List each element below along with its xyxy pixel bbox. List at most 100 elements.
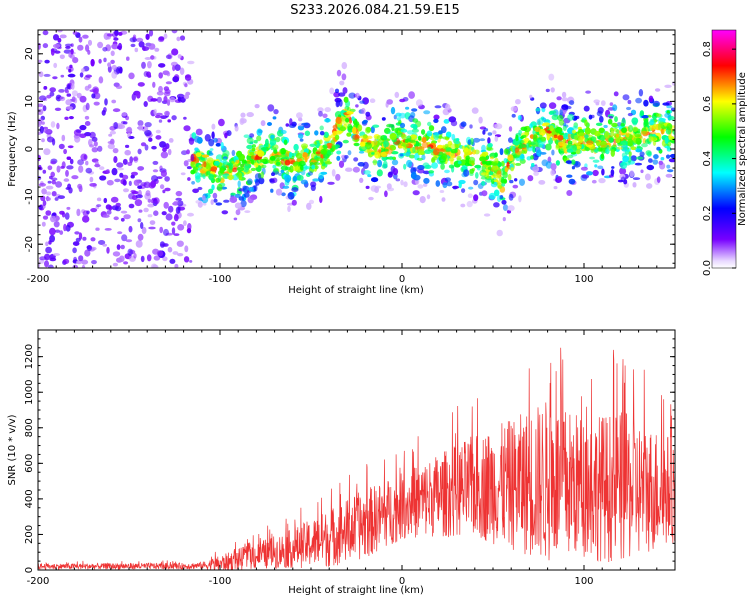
spectrogram-cell: [341, 62, 348, 70]
spectrogram-cell: [622, 94, 630, 101]
spectrogram-cell: [65, 43, 73, 47]
spectrogram-cell: [201, 154, 210, 158]
spectrogram-cell: [115, 205, 122, 212]
spectrogram-cell: [175, 190, 183, 197]
spectrogram-cell: [112, 108, 121, 113]
spectrogram-cell: [581, 174, 590, 179]
spectrogram-cell: [333, 91, 341, 98]
spectrogram-cell: [317, 107, 324, 113]
spectrogram-cell: [620, 161, 628, 169]
spectrogram-cell: [320, 171, 328, 175]
spectrogram-cell: [38, 95, 47, 101]
y-tick-label: 20: [24, 47, 35, 60]
spectrogram-cell: [491, 178, 495, 184]
spectrogram-cell: [548, 102, 557, 109]
spectrogram-cell: [390, 151, 399, 155]
spectrogram-cell: [173, 213, 179, 222]
spectrogram-cell: [87, 49, 91, 55]
spectrogram-cell: [406, 159, 413, 168]
spectrogram-cell: [559, 109, 563, 116]
spectrogram-cell: [391, 159, 399, 166]
spectrogram-cell: [469, 124, 473, 129]
spectrogram-cell: [656, 146, 661, 151]
spectrogram-cell: [288, 151, 293, 158]
spectrogram-cell: [84, 115, 90, 120]
spectrogram-cell: [608, 115, 614, 119]
spectrogram-cell: [156, 91, 164, 96]
spectrogram-cell: [122, 158, 128, 165]
spectrogram-cell: [284, 174, 292, 183]
spectrogram-cell: [460, 121, 467, 127]
spectrogram-cell: [192, 188, 200, 194]
spectrogram-cell: [639, 110, 645, 117]
spectrogram-cell: [145, 190, 151, 197]
spectrogram-cell: [56, 122, 60, 130]
spectrogram-cell: [144, 144, 149, 151]
spectrogram-cell: [177, 96, 182, 102]
spectrogram-cell: [640, 169, 644, 174]
spectrogram-cell: [298, 133, 304, 139]
spectrogram-cell: [150, 98, 158, 102]
spectrogram-cell: [236, 166, 244, 172]
spectrogram-cell: [172, 251, 179, 255]
spectrogram-cell: [632, 182, 637, 188]
spectrogram-cell: [292, 161, 298, 167]
spectrogram-cell: [365, 111, 371, 117]
spectrogram-cell: [63, 148, 67, 155]
spectrogram-cell: [504, 148, 509, 155]
spectrogram-cell: [355, 104, 359, 108]
spectrogram-cell: [395, 112, 402, 117]
spectrogram-cell: [600, 100, 606, 106]
spectrogram-cell: [248, 186, 254, 192]
spectrogram-cell: [165, 54, 172, 59]
spectrogram-cell: [133, 253, 137, 259]
spectrogram-cell: [116, 244, 121, 250]
spectrogram-cell: [359, 100, 365, 104]
spectrogram-cell: [260, 171, 264, 179]
spectrogram-cell: [91, 147, 99, 153]
spectrogram-cell: [203, 161, 207, 168]
spectrogram-cell: [221, 176, 225, 180]
spectrogram-cell: [515, 162, 522, 166]
spectrogram-cell: [595, 122, 603, 127]
spectrogram-cell: [123, 188, 129, 193]
spectrogram-cell: [85, 167, 93, 174]
spectrogram-cell: [662, 102, 670, 106]
spectrogram-cell: [272, 144, 279, 151]
spectrogram-cell: [95, 227, 100, 231]
spectrogram-cell: [47, 197, 51, 201]
spectrogram-cell: [347, 150, 352, 156]
spectrogram-cell: [257, 129, 263, 134]
spectrogram-cell: [443, 119, 450, 124]
spectrogram-cell: [77, 183, 83, 189]
spectrogram-cell: [152, 81, 156, 88]
spectrogram-cell: [566, 174, 573, 178]
spectrogram-cell: [607, 118, 613, 125]
spectrogram-cell: [221, 210, 229, 215]
spectrogram-cell: [113, 216, 119, 221]
spectrogram-cell: [621, 144, 628, 152]
spectrogram-cell: [592, 159, 600, 163]
spectrogram-cell: [402, 143, 410, 147]
spectrogram-cell: [153, 197, 160, 205]
spectrogram-cell: [285, 123, 290, 127]
spectrogram-cell: [38, 131, 42, 135]
spectrogram-cell: [98, 58, 102, 64]
spectrogram-cell: [372, 124, 380, 128]
spectrogram-cell: [632, 126, 639, 133]
spectrogram-cell: [300, 164, 304, 171]
spectrogram-cell: [440, 163, 445, 170]
spectrogram-cell: [79, 95, 87, 103]
spectrogram-cell: [518, 195, 522, 203]
spectrogram-cell: [271, 172, 275, 176]
spectrogram-cell: [106, 246, 110, 254]
spectrogram-cell: [53, 221, 60, 228]
spectrogram-cell: [38, 154, 42, 162]
spectrogram-cell: [167, 246, 173, 253]
spectrogram-cell: [145, 33, 150, 40]
spectrogram-cell: [556, 96, 562, 101]
spectrogram-cell: [93, 141, 98, 147]
spectrogram-cell: [148, 43, 156, 50]
spectrogram-cell: [596, 141, 601, 147]
spectrogram-cell: [635, 139, 641, 145]
